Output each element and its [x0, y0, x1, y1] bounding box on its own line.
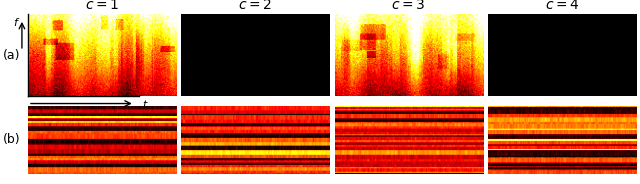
Text: $c = 4$: $c = 4$: [545, 0, 579, 12]
Text: (a): (a): [3, 49, 20, 61]
Text: $c = 3$: $c = 3$: [392, 0, 426, 12]
Text: (b): (b): [3, 134, 21, 146]
Text: $f$: $f$: [13, 16, 20, 29]
Text: $c = 1$: $c = 1$: [85, 0, 119, 12]
Text: $t$: $t$: [142, 98, 149, 110]
Text: $c = 2$: $c = 2$: [238, 0, 273, 12]
